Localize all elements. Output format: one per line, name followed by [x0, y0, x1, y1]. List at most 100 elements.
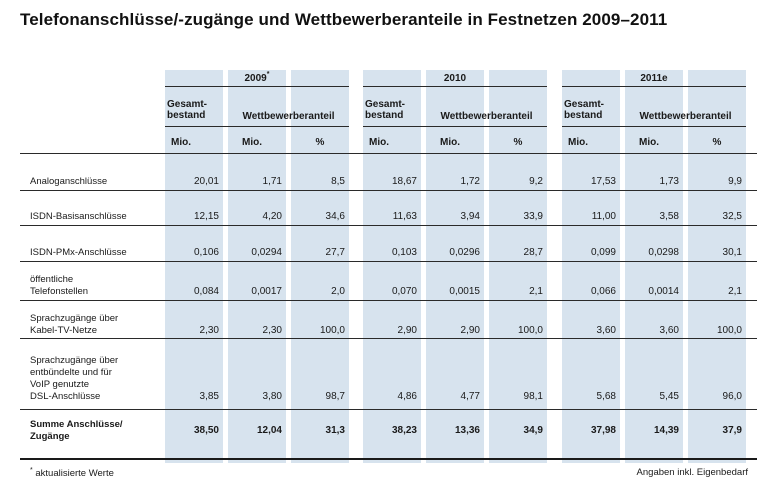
column-background — [228, 70, 286, 463]
row-label: Sprachzugänge über Kabel-TV-Netze — [30, 313, 119, 336]
table-rule — [20, 153, 757, 154]
row-label: ISDN-PMx-Anschlüsse — [30, 247, 127, 258]
table-cell: 0,0298 — [648, 247, 679, 258]
wettbewerberanteil-header: Wettbewerberanteil — [639, 111, 732, 122]
row-label: Sprachzugänge über entbündelte und für V… — [30, 355, 119, 402]
table-cell: 100,0 — [517, 325, 543, 336]
table-cell: 96,0 — [722, 391, 742, 402]
table-cell: 0,099 — [590, 247, 616, 258]
gesamtbestand-header: Gesamt- bestand — [167, 99, 208, 121]
unit-label: Mio. — [369, 137, 389, 148]
table-cell: 20,01 — [193, 176, 219, 187]
row-label: ISDN-Basisanschlüsse — [30, 211, 127, 222]
table-cell: 100,0 — [716, 325, 742, 336]
footnote-text: aktualisierte Werte — [35, 468, 114, 480]
year-label: 2010 — [443, 73, 467, 84]
table-cell: 0,084 — [193, 286, 219, 297]
column-background — [562, 70, 620, 463]
total-cell: 37,98 — [590, 425, 616, 436]
subheader-rule — [165, 126, 349, 127]
table-cell: 8,5 — [331, 176, 345, 187]
table-rule — [20, 225, 757, 226]
table-cell: 3,80 — [262, 391, 282, 402]
table-rule — [20, 300, 757, 301]
table-cell: 33,9 — [523, 211, 543, 222]
table-cell: 0,0017 — [251, 286, 282, 297]
unit-label: Mio. — [440, 137, 460, 148]
unit-label: % — [315, 137, 325, 148]
table-cell: 2,1 — [529, 286, 543, 297]
table-cell: 1,73 — [659, 176, 679, 187]
table-cell: 11,63 — [392, 211, 417, 222]
footnote-left: * aktualisierte Werte — [30, 467, 114, 479]
total-cell: 37,9 — [722, 425, 742, 436]
table-cell: 30,1 — [722, 247, 742, 258]
table-cell: 12,15 — [193, 211, 219, 222]
year-label: 2011e — [640, 73, 668, 84]
year-label: 2009 — [244, 73, 267, 84]
table-rule — [20, 338, 757, 339]
table-cell: 4,86 — [397, 391, 417, 402]
table-cell: 0,106 — [193, 247, 219, 258]
table-cell: 18,67 — [391, 176, 417, 187]
total-label: Summe Anschlüsse/ Zugänge — [30, 419, 123, 442]
unit-label: % — [513, 137, 523, 148]
column-background — [625, 70, 683, 463]
unit-label: Mio. — [242, 137, 262, 148]
table-cell: 2,90 — [397, 325, 417, 336]
year-header: 2009* — [165, 70, 349, 87]
table-cell: 2,90 — [460, 325, 480, 336]
unit-label: Mio. — [639, 137, 659, 148]
row-label: öffentliche Telefonstellen — [30, 274, 89, 297]
table-cell: 1,71 — [262, 176, 282, 187]
table-cell: 4,77 — [460, 391, 480, 402]
table-cell: 100,0 — [319, 325, 345, 336]
table-cell: 0,0294 — [251, 247, 282, 258]
table-cell: 5,68 — [596, 391, 616, 402]
unit-label: Mio. — [171, 137, 191, 148]
table-cell: 11,00 — [591, 211, 616, 222]
wettbewerberanteil-header: Wettbewerberanteil — [440, 111, 533, 122]
table-cell: 0,070 — [391, 286, 417, 297]
year-marker: * — [266, 71, 270, 78]
table-cell: 0,066 — [590, 286, 616, 297]
column-background — [688, 70, 746, 463]
table-cell: 3,60 — [596, 325, 616, 336]
table-rule — [20, 190, 757, 191]
total-cell: 12,04 — [256, 425, 282, 436]
row-label: Analoganschlüsse — [30, 176, 108, 187]
table-cell: 28,7 — [523, 247, 543, 258]
table-cell: 98,1 — [523, 391, 543, 402]
year-header: 2010 — [363, 70, 547, 87]
unit-label: Mio. — [568, 137, 588, 148]
total-cell: 34,9 — [523, 425, 543, 436]
wettbewerberanteil-header: Wettbewerberanteil — [242, 111, 335, 122]
column-background — [489, 70, 547, 463]
table-cell: 2,30 — [262, 325, 282, 336]
table-rule — [20, 261, 757, 262]
table-cell: 32,5 — [722, 211, 742, 222]
total-cell: 38,50 — [193, 425, 219, 436]
table-cell: 2,30 — [199, 325, 219, 336]
total-cell: 13,36 — [454, 425, 480, 436]
table-cell: 3,58 — [659, 211, 679, 222]
table-cell: 4,20 — [262, 211, 282, 222]
table-cell: 9,9 — [728, 176, 742, 187]
table-cell: 5,45 — [659, 391, 679, 402]
table-cell: 1,72 — [460, 176, 480, 187]
footnote-marker: * — [30, 467, 33, 474]
unit-label: % — [712, 137, 722, 148]
table-cell: 3,60 — [659, 325, 679, 336]
table-cell: 27,7 — [325, 247, 345, 258]
table-cell: 0,0014 — [648, 286, 679, 297]
table-cell: 34,6 — [325, 211, 345, 222]
table-cell: 9,2 — [529, 176, 543, 187]
table-cell: 2,1 — [728, 286, 742, 297]
gesamtbestand-header: Gesamt- bestand — [564, 99, 605, 121]
table-cell: 0,0296 — [449, 247, 480, 258]
year-header: 2011e — [562, 70, 746, 87]
total-cell: 31,3 — [325, 425, 345, 436]
subheader-rule — [363, 126, 547, 127]
table-cell: 3,94 — [460, 211, 480, 222]
column-background — [363, 70, 421, 463]
